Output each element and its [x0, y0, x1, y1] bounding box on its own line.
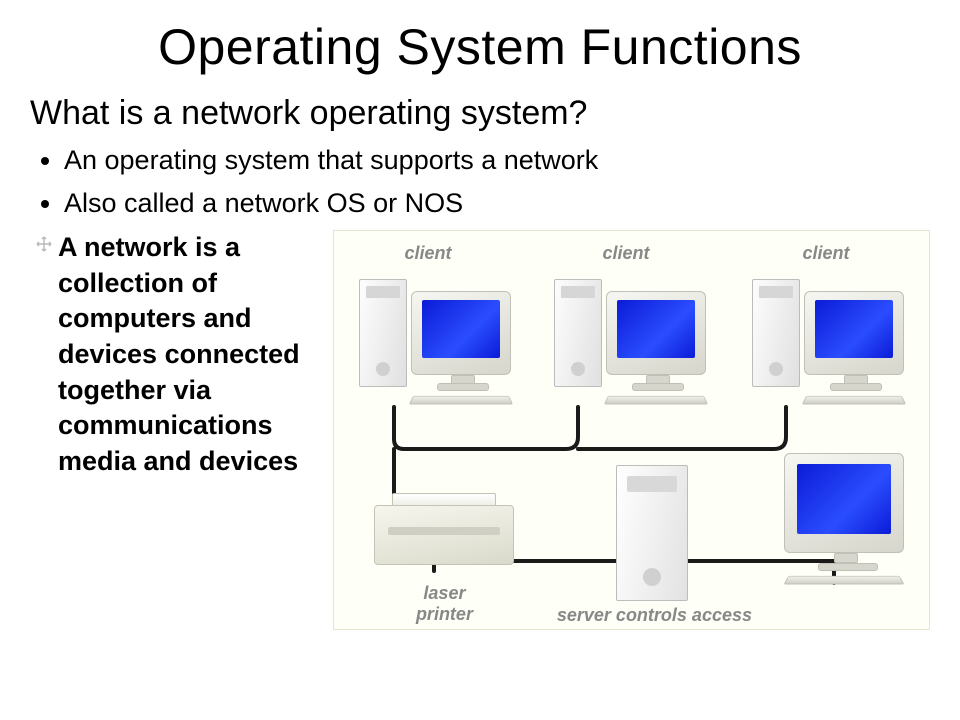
slide-subtitle: What is a network operating system? [30, 94, 930, 133]
keyboard-icon [409, 396, 513, 405]
pc-tower-icon [752, 279, 800, 387]
monitor-base-icon [632, 383, 684, 391]
monitor-stand-icon [834, 553, 858, 563]
bullet-item: Also called a network OS or NOS [64, 186, 930, 221]
monitor-base-icon [818, 563, 878, 571]
pc-tower-icon [359, 279, 407, 387]
client-workstation [554, 269, 724, 404]
printer-label: laser printer [404, 583, 484, 624]
client-label-2: client [602, 243, 649, 264]
network-diagram: client client client [333, 230, 930, 630]
printer-slot-icon [388, 527, 500, 535]
screen-icon [815, 300, 893, 358]
crt-monitor-icon [804, 291, 904, 375]
monitor-base-icon [830, 383, 882, 391]
pc-tower-icon [554, 279, 602, 387]
server-tower-icon [616, 465, 688, 601]
screen-icon [422, 300, 500, 358]
client-workstation [752, 269, 922, 404]
slide: Operating System Functions What is a net… [0, 0, 960, 720]
definition-text: A network is a collection of computers a… [58, 230, 325, 479]
laser-printer-icon [374, 493, 514, 573]
definition-bullet: A network is a collection of computers a… [36, 230, 325, 479]
keyboard-icon [802, 396, 906, 405]
monitor-base-icon [437, 383, 489, 391]
screen-icon [797, 464, 891, 534]
crt-monitor-icon [784, 453, 904, 553]
client-label-3: client [802, 243, 849, 264]
crt-monitor-icon [606, 291, 706, 375]
server-label: server controls access [544, 605, 764, 626]
crt-monitor-icon [411, 291, 511, 375]
keyboard-icon [784, 576, 905, 585]
client-workstation-br [764, 441, 924, 591]
client-label-1: client [404, 243, 451, 264]
definition-column: A network is a collection of computers a… [30, 230, 333, 630]
keyboard-icon [604, 396, 708, 405]
lower-row: A network is a collection of computers a… [30, 230, 930, 630]
client-workstation [359, 269, 529, 404]
bullet-list: An operating system that supports a netw… [42, 143, 930, 220]
bullet-item: An operating system that supports a netw… [64, 143, 930, 178]
move-handle-icon [36, 236, 58, 252]
slide-title: Operating System Functions [30, 18, 930, 76]
screen-icon [617, 300, 695, 358]
printer-body-icon [374, 505, 514, 565]
